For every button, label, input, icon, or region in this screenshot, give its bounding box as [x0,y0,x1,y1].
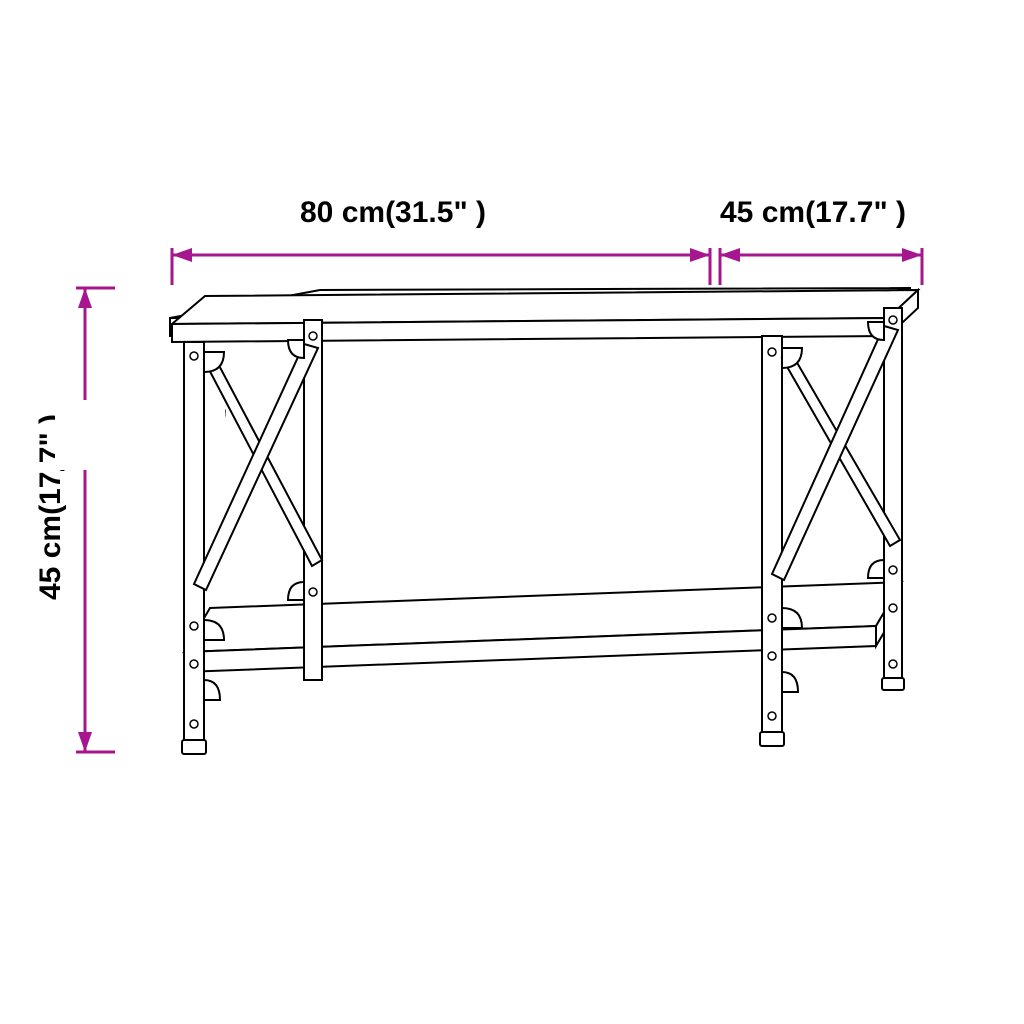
dimension-width: 80 cm(31.5" ) [172,196,710,285]
dimension-depth: 45 cm(17.7" ) [720,196,922,285]
coffee-table [170,288,918,754]
dimension-height-rot: 45 cm(17.7" ) [34,288,115,752]
depth-label: 45 cm(17.7" ) [720,196,906,229]
width-label: 80 cm(31.5" ) [300,196,486,229]
dimension-diagram: 80 cm(31.5" ) 45 cm(17.7" ) 45 cm(17.7" … [0,0,1024,1024]
